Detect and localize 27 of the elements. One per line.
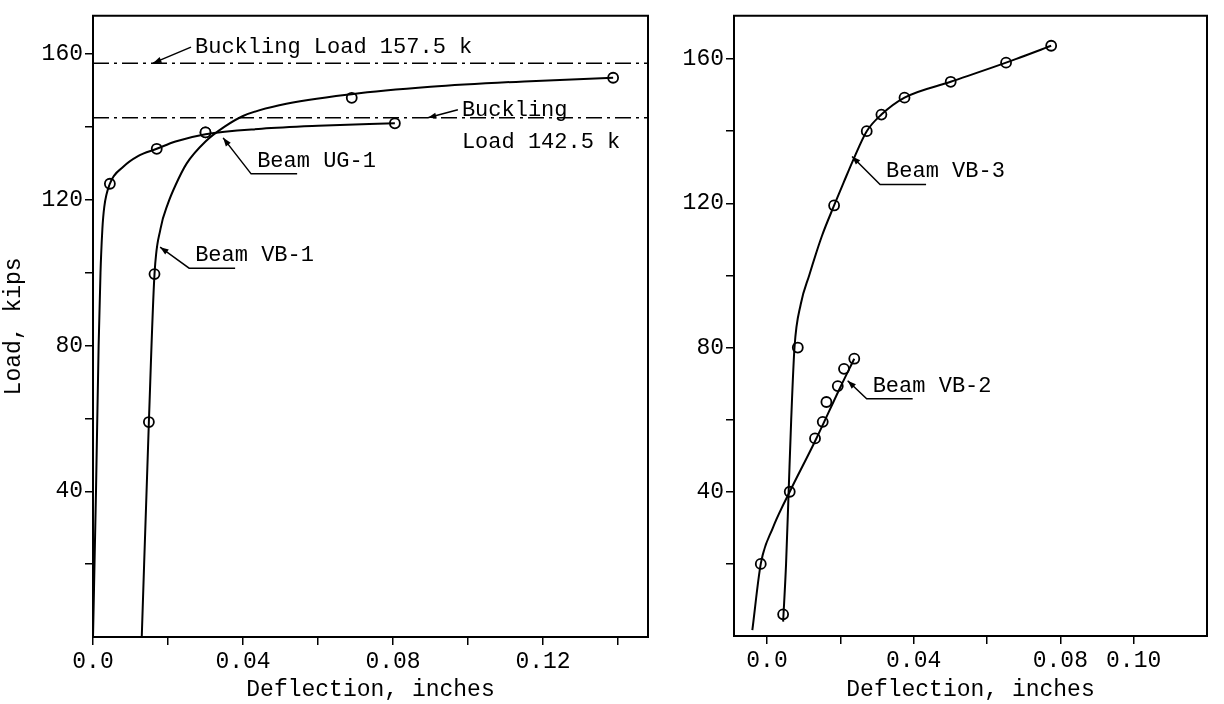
x-tick-label: 0.0 — [746, 647, 788, 674]
x-tick-label: 0.10 — [1106, 647, 1162, 674]
y-tick-label: 120 — [41, 186, 83, 213]
y-tick-label: 40 — [696, 478, 724, 505]
y-tick-label: 160 — [41, 41, 83, 68]
y-tick-label: 80 — [55, 332, 83, 359]
x-axis-title: Deflection, inches — [846, 677, 1095, 704]
annotation: Beam VB-3 — [886, 159, 1005, 185]
x-tick-label: 0.08 — [1032, 647, 1088, 674]
x-tick-label: 0.04 — [215, 648, 271, 675]
point — [838, 362, 850, 375]
ref-line-label: Buckling Load 157.5 k — [195, 34, 473, 60]
annotation: Beam VB-1 — [195, 242, 314, 268]
x-tick-label: 0.04 — [886, 647, 942, 674]
y-tick-label: 80 — [696, 334, 724, 361]
y-tick-label: 40 — [55, 478, 83, 505]
y-tick-label: 160 — [682, 46, 724, 73]
x-tick-label: 0.08 — [365, 648, 421, 675]
x-tick-label: 0.12 — [515, 648, 571, 675]
y-axis-title: Load, kips — [0, 257, 27, 396]
y-tick-label: 120 — [682, 190, 724, 217]
annotation: Beam VB-2 — [872, 373, 992, 399]
point — [820, 396, 833, 408]
ref-line-label: Buckling Load 142.5 k — [461, 97, 621, 155]
x-axis-title: Deflection, inches — [246, 677, 495, 704]
annotation: Beam UG-1 — [257, 148, 376, 174]
x-tick-label: 0.0 — [72, 648, 114, 675]
